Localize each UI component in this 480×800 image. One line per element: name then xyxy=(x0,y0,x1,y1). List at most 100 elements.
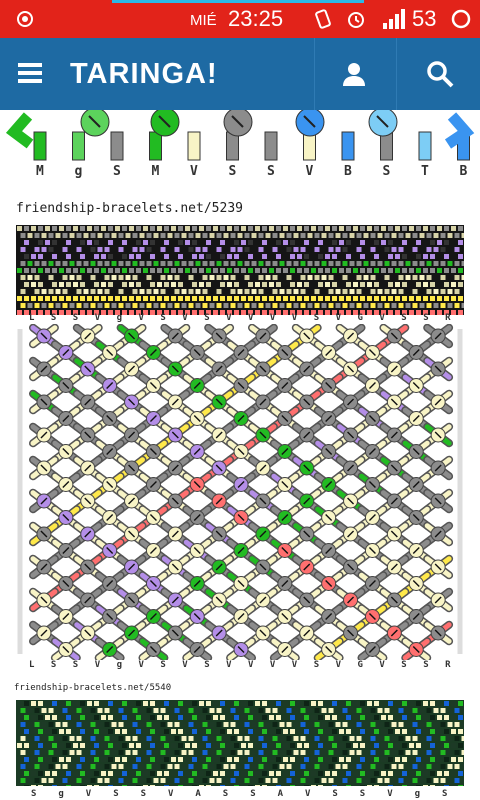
band-stitch xyxy=(269,254,274,259)
band-stitch xyxy=(444,226,449,231)
band-stitch xyxy=(381,743,386,748)
band-stitch xyxy=(101,701,106,706)
band-stitch xyxy=(391,736,397,741)
band-stitch xyxy=(430,310,435,315)
band-stitch xyxy=(255,310,260,315)
knot-arrow xyxy=(412,349,420,356)
knot-arrow xyxy=(281,514,289,521)
band-stitch xyxy=(160,708,166,713)
band-stitch xyxy=(202,708,208,713)
band-stitch xyxy=(101,771,106,776)
knot-arrow xyxy=(215,431,223,439)
band-stitch xyxy=(38,701,43,706)
band-stitch xyxy=(321,750,327,755)
band-stitch xyxy=(346,715,351,720)
band-stitch xyxy=(416,254,421,259)
pattern-3-preview xyxy=(16,700,464,786)
band-stitch xyxy=(335,750,341,755)
knot-arrow xyxy=(171,332,179,340)
band-stitch xyxy=(157,785,162,786)
band-stitch xyxy=(143,282,148,287)
band-stitch xyxy=(279,708,285,713)
app-logo[interactable]: TARINGA! xyxy=(70,58,218,90)
band-stitch xyxy=(24,310,29,315)
band-stitch xyxy=(87,729,92,734)
band-stitch xyxy=(440,764,446,769)
band-stitch xyxy=(461,736,464,741)
band-stitch xyxy=(178,254,183,259)
knot-arrow xyxy=(62,646,70,653)
band-stitch xyxy=(146,764,152,769)
knot-arrow xyxy=(281,349,289,356)
search-icon[interactable] xyxy=(426,60,454,88)
band-stitch xyxy=(391,764,397,769)
knot-arrow xyxy=(40,629,48,637)
band-stitch xyxy=(416,240,421,245)
band-stitch xyxy=(101,715,106,720)
band-stitch xyxy=(157,701,162,706)
band-stitch xyxy=(115,310,120,315)
band-stitch xyxy=(171,296,176,301)
band-stitch xyxy=(24,743,29,748)
band-stitch xyxy=(342,289,348,294)
band-stitch xyxy=(45,743,50,748)
knot-arrow xyxy=(325,514,333,521)
band-stitch xyxy=(76,764,82,769)
band-stitch xyxy=(332,282,337,287)
band-stitch xyxy=(244,722,250,727)
band-stitch xyxy=(52,757,57,762)
band-stitch xyxy=(94,757,99,762)
band-stitch xyxy=(290,240,295,245)
band-stitch xyxy=(272,708,278,713)
band-stitch xyxy=(52,729,57,734)
band-stitch xyxy=(272,303,278,308)
band-stitch xyxy=(20,233,26,238)
pattern-link-5540[interactable]: friendship-bracelets.net/5540 xyxy=(14,683,172,693)
band-stitch xyxy=(199,240,204,245)
knot-arrow xyxy=(215,332,223,340)
band-stitch xyxy=(377,708,383,713)
knot-arrow xyxy=(128,563,136,571)
thread-letter: V xyxy=(335,313,342,323)
band-stitch xyxy=(125,303,131,308)
band-stitch xyxy=(69,233,75,238)
knot-arrow xyxy=(106,613,114,620)
band-stitch xyxy=(300,233,306,238)
knot-arrow xyxy=(62,382,70,389)
band-stitch xyxy=(118,736,124,741)
band-stitch xyxy=(76,778,82,783)
band-stitch xyxy=(52,310,57,315)
band-stitch xyxy=(272,750,278,755)
band-stitch xyxy=(332,268,337,273)
band-stitch xyxy=(111,750,117,755)
band-stitch xyxy=(104,303,110,308)
menu-icon[interactable] xyxy=(18,62,42,84)
band-stitch xyxy=(230,722,236,727)
band-stitch xyxy=(87,743,92,748)
band-stitch xyxy=(412,233,418,238)
band-stitch xyxy=(132,247,138,252)
band-stitch xyxy=(440,289,446,294)
band-stitch xyxy=(157,729,162,734)
band-stitch xyxy=(335,289,341,294)
band-stitch xyxy=(391,708,397,713)
band-stitch xyxy=(374,785,379,786)
band-stitch xyxy=(59,715,64,720)
band-stitch xyxy=(437,296,442,301)
band-stitch xyxy=(283,310,288,315)
band-stitch xyxy=(398,764,404,769)
knot-arrow xyxy=(84,398,92,406)
band-stitch xyxy=(104,722,110,727)
band-stitch xyxy=(293,303,299,308)
band-stitch xyxy=(167,708,173,713)
pattern-link-5239[interactable]: friendship-bracelets.net/5239 xyxy=(16,201,243,216)
user-icon[interactable] xyxy=(342,62,366,86)
band-stitch xyxy=(321,233,327,238)
band-stitch xyxy=(27,261,33,266)
band-stitch xyxy=(171,240,176,245)
band-stitch xyxy=(20,247,26,252)
band-stitch xyxy=(269,310,274,315)
band-stitch xyxy=(20,303,26,308)
